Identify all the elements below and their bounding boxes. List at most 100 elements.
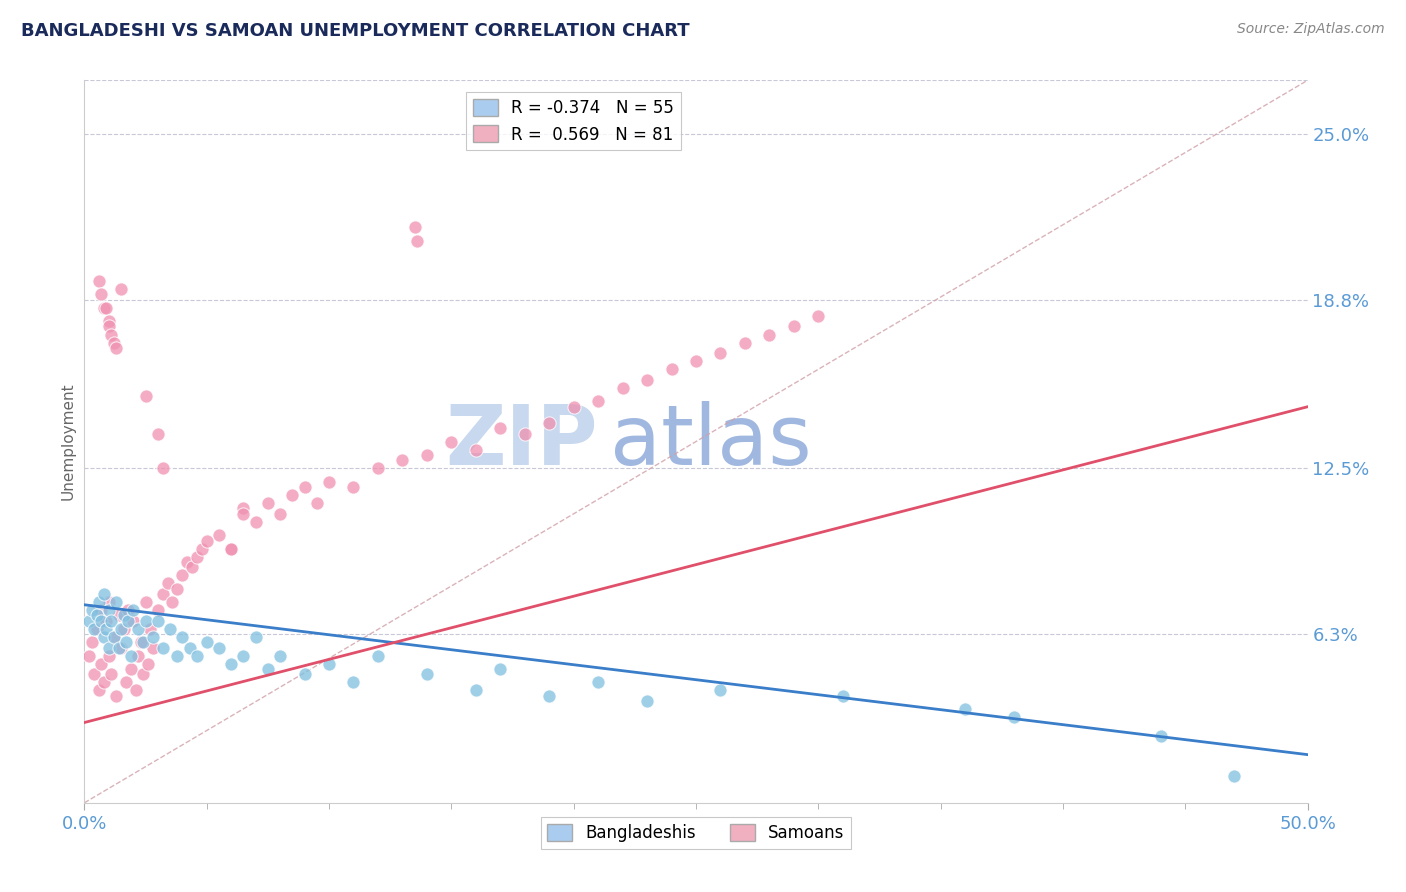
Point bbox=[342, 675, 364, 690]
Point bbox=[538, 689, 561, 703]
Point bbox=[110, 640, 132, 655]
Point bbox=[195, 635, 218, 649]
Point bbox=[105, 341, 128, 355]
Point bbox=[96, 301, 118, 315]
Point bbox=[127, 648, 149, 663]
Point bbox=[245, 630, 267, 644]
Y-axis label: Unemployment: Unemployment bbox=[60, 383, 76, 500]
Point bbox=[152, 587, 174, 601]
Point bbox=[513, 426, 536, 441]
Point bbox=[97, 648, 120, 663]
Point bbox=[77, 648, 100, 663]
Point bbox=[162, 595, 184, 609]
Point bbox=[172, 568, 194, 582]
Point bbox=[103, 630, 125, 644]
Point bbox=[709, 346, 731, 360]
Point bbox=[709, 683, 731, 698]
Point bbox=[166, 582, 188, 596]
Point bbox=[146, 614, 169, 628]
Point bbox=[269, 507, 291, 521]
Point bbox=[120, 648, 142, 663]
Point bbox=[586, 675, 609, 690]
Point bbox=[489, 421, 512, 435]
Point bbox=[146, 603, 169, 617]
Point bbox=[734, 335, 756, 350]
Point bbox=[342, 480, 364, 494]
Point bbox=[318, 475, 340, 489]
Text: BANGLADESHI VS SAMOAN UNEMPLOYMENT CORRELATION CHART: BANGLADESHI VS SAMOAN UNEMPLOYMENT CORRE… bbox=[21, 22, 690, 40]
Point bbox=[117, 603, 139, 617]
Point bbox=[139, 622, 162, 636]
Point bbox=[120, 662, 142, 676]
Point bbox=[80, 603, 103, 617]
Point bbox=[538, 416, 561, 430]
Point bbox=[115, 635, 138, 649]
Point bbox=[117, 614, 139, 628]
Point bbox=[807, 309, 830, 323]
Point bbox=[166, 648, 188, 663]
Point bbox=[636, 694, 658, 708]
Point bbox=[90, 603, 112, 617]
Point bbox=[1002, 710, 1025, 724]
Point bbox=[159, 622, 181, 636]
Point bbox=[318, 657, 340, 671]
Point bbox=[100, 614, 122, 628]
Point bbox=[636, 373, 658, 387]
Point bbox=[831, 689, 853, 703]
Point bbox=[953, 702, 976, 716]
Text: Source: ZipAtlas.com: Source: ZipAtlas.com bbox=[1237, 22, 1385, 37]
Point bbox=[208, 640, 231, 655]
Point bbox=[142, 640, 165, 655]
Point bbox=[176, 555, 198, 569]
Point bbox=[110, 282, 132, 296]
Point bbox=[219, 657, 242, 671]
Legend: Bangladeshis, Samoans: Bangladeshis, Samoans bbox=[541, 817, 851, 848]
Point bbox=[146, 426, 169, 441]
Point bbox=[156, 576, 179, 591]
Point bbox=[110, 622, 132, 636]
Point bbox=[86, 622, 108, 636]
Text: ZIP: ZIP bbox=[446, 401, 598, 482]
Point bbox=[416, 448, 439, 462]
Point bbox=[97, 595, 120, 609]
Point bbox=[685, 354, 707, 368]
Point bbox=[440, 434, 463, 449]
Point bbox=[87, 595, 110, 609]
Point bbox=[758, 327, 780, 342]
Point bbox=[107, 640, 129, 655]
Point bbox=[86, 608, 108, 623]
Point bbox=[132, 667, 155, 681]
Point bbox=[232, 648, 254, 663]
Point bbox=[125, 683, 148, 698]
Point bbox=[416, 667, 439, 681]
Point bbox=[186, 549, 208, 564]
Point bbox=[97, 640, 120, 655]
Point bbox=[93, 630, 115, 644]
Point bbox=[179, 640, 201, 655]
Point bbox=[103, 630, 125, 644]
Point bbox=[391, 453, 413, 467]
Point bbox=[112, 622, 135, 636]
Point bbox=[612, 381, 634, 395]
Point bbox=[245, 515, 267, 529]
Point bbox=[100, 667, 122, 681]
Point bbox=[80, 635, 103, 649]
Point bbox=[1223, 769, 1246, 783]
Point bbox=[232, 507, 254, 521]
Point bbox=[661, 362, 683, 376]
Point bbox=[1150, 729, 1173, 743]
Point bbox=[112, 608, 135, 623]
Point bbox=[77, 614, 100, 628]
Point bbox=[107, 608, 129, 623]
Point bbox=[135, 614, 157, 628]
Point bbox=[367, 461, 389, 475]
Point bbox=[464, 683, 486, 698]
Point bbox=[90, 614, 112, 628]
Point bbox=[191, 541, 214, 556]
Point bbox=[152, 461, 174, 475]
Point bbox=[96, 622, 118, 636]
Point bbox=[257, 662, 280, 676]
Point bbox=[97, 314, 120, 328]
Point bbox=[115, 675, 138, 690]
Point bbox=[93, 301, 115, 315]
